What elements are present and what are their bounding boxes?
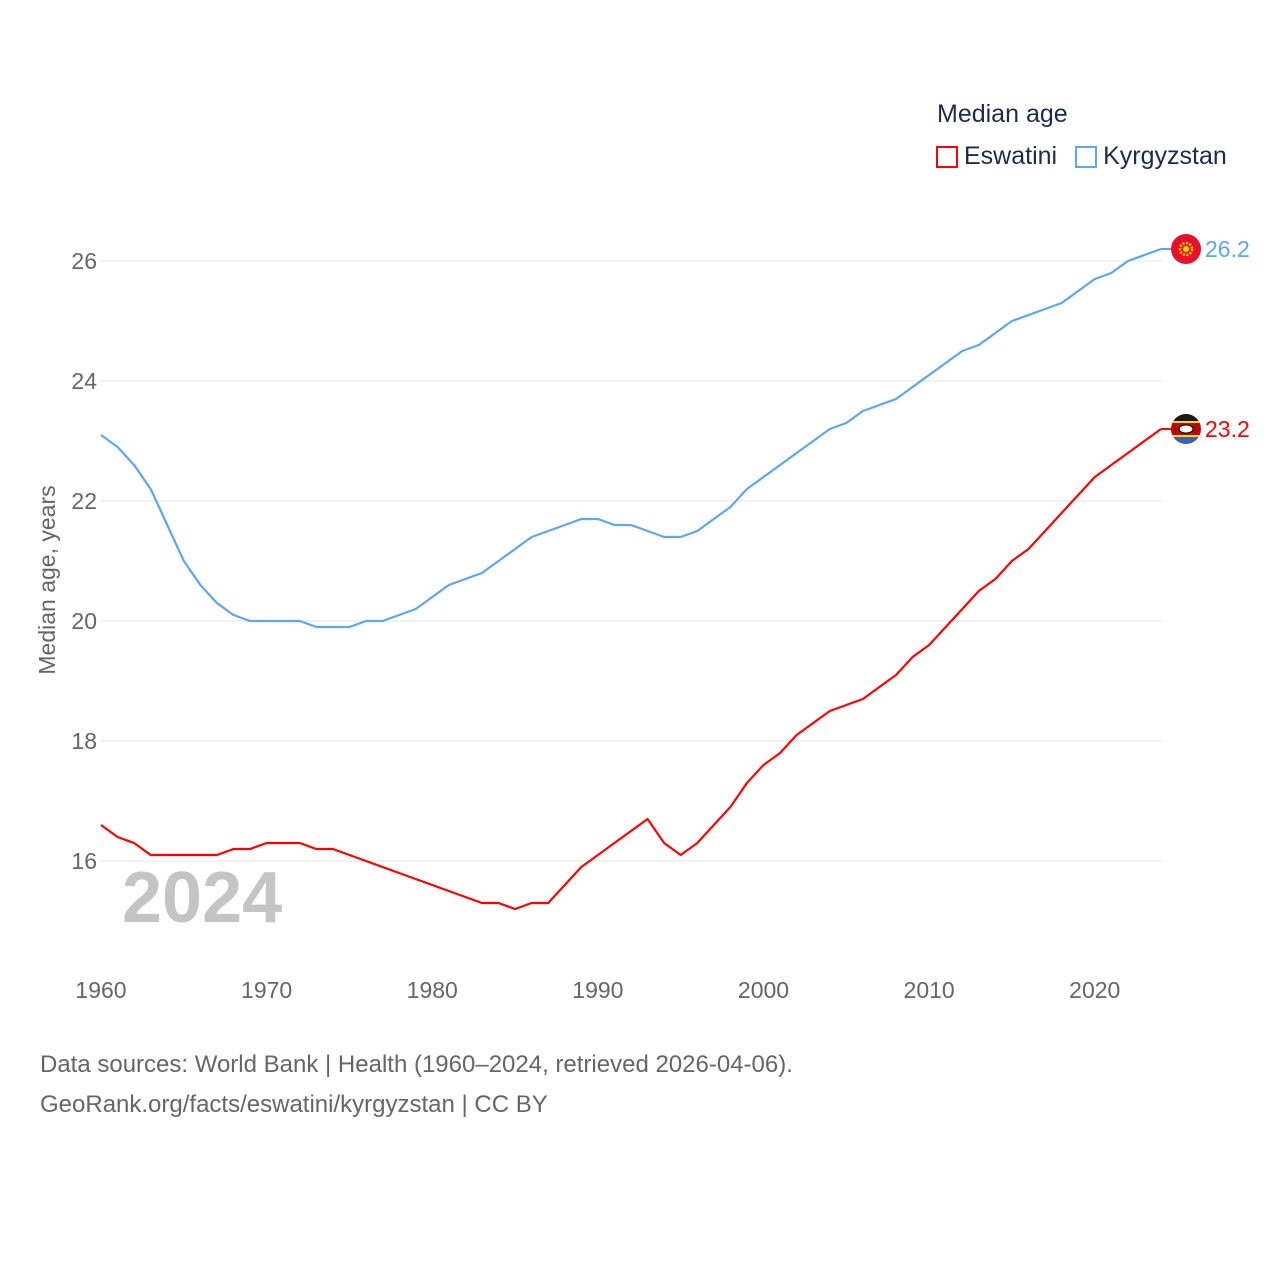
legend-title: Median age <box>937 100 1068 128</box>
flag-sun-center <box>1183 246 1189 252</box>
legend-item-kyrgyzstan[interactable]: Kyrgyzstan <box>1075 142 1227 171</box>
source-note: Data sources: World Bank | Health (1960–… <box>40 1045 793 1125</box>
flag-stripe <box>1171 437 1201 444</box>
end-value-label: 26.2 <box>1205 236 1250 262</box>
end-value-label: 23.2 <box>1205 416 1250 442</box>
y-tick-label: 26 <box>71 248 97 274</box>
flag-stripe <box>1171 435 1201 437</box>
legend-swatch-kyrgyzstan <box>1075 145 1098 168</box>
legend-item-eswatini[interactable]: Eswatini <box>936 142 1057 171</box>
flag-stripe <box>1171 414 1201 421</box>
x-tick-label: 1990 <box>572 977 623 1003</box>
x-tick-label: 1980 <box>407 977 458 1003</box>
x-tick-label: 2000 <box>738 977 789 1003</box>
x-tick-label: 1960 <box>75 977 126 1003</box>
y-tick-label: 24 <box>71 368 97 394</box>
y-tick-label: 18 <box>71 728 97 754</box>
x-tick-label: 2020 <box>1069 977 1120 1003</box>
legend-swatch-eswatini <box>936 145 958 168</box>
flag-stripe <box>1171 421 1201 423</box>
flag-sun <box>1178 241 1194 257</box>
source-line-2[interactable]: GeoRank.org/facts/eswatini/kyrgyzstan | … <box>40 1091 548 1118</box>
series-line-eswatini <box>100 428 1162 911</box>
series-line-kyrgyzstan <box>100 247 1162 629</box>
source-line-1: Data sources: World Bank | Health (1960–… <box>40 1051 793 1078</box>
flag-shield <box>1178 424 1194 434</box>
y-tick-label: 20 <box>71 608 97 634</box>
x-tick-label: 1970 <box>241 977 292 1003</box>
x-tick-label: 2010 <box>904 977 955 1003</box>
legend: Eswatini Kyrgyzstan <box>936 142 1227 171</box>
year-label: 2024 <box>122 858 282 938</box>
y-tick-label: 16 <box>71 848 97 874</box>
legend-label: Kyrgyzstan <box>1103 142 1227 170</box>
eswatini-flag-icon <box>1171 414 1201 444</box>
y-tick-label: 22 <box>71 488 97 514</box>
y-axis-title: Median age, years <box>34 485 60 674</box>
legend-label: Eswatini <box>964 142 1058 170</box>
